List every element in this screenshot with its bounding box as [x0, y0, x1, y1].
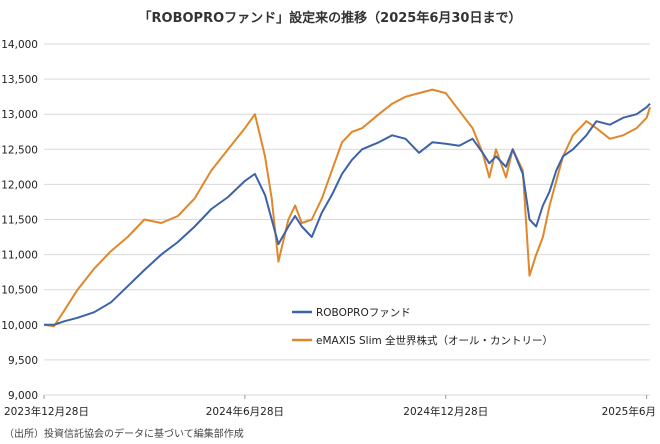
source-note: （出所）投資信託協会のデータに基づいて編集部作成 — [4, 427, 244, 440]
series-line-robopro — [44, 103, 651, 326]
y-tick-label: 9,000 — [8, 390, 38, 402]
x-tick-label: 2024年6月28日 — [206, 405, 284, 418]
y-tick-label: 9,500 — [8, 355, 38, 367]
y-tick-label: 11,500 — [1, 215, 38, 227]
x-axis: 2023年12月28日 2024年6月28日 2024年12月28日 2025年6月 — [4, 395, 656, 418]
y-tick-label: 14,000 — [1, 39, 38, 51]
legend: ROBOPROファンド eMAXIS Slim 全世界株式（オール・カントリー） — [292, 307, 553, 347]
legend-label-emaxis: eMAXIS Slim 全世界株式（オール・カントリー） — [316, 334, 553, 347]
y-tick-label: 10,500 — [1, 285, 38, 297]
x-tick-label: 2025年6月 — [602, 405, 656, 418]
y-tick-label: 12,000 — [1, 179, 38, 191]
series-line-emaxis — [43, 88, 651, 328]
chart-title: 「ROBOPROファンド」設定来の推移（2025年6月30日まで） — [139, 10, 522, 26]
y-tick-label: 12,500 — [1, 144, 38, 156]
series-lines — [43, 88, 651, 328]
y-tick-label: 11,000 — [1, 250, 38, 262]
y-axis: 9,000 9,500 10,000 10,500 11,000 11,500 12,000… — [1, 39, 38, 402]
y-tick-label: 13,000 — [1, 109, 38, 121]
x-tick-label: 2023年12月28日 — [4, 405, 89, 418]
y-tick-label: 10,000 — [1, 320, 38, 332]
legend-label-robopro: ROBOPROファンド — [316, 307, 411, 319]
y-tick-label: 13,500 — [1, 74, 38, 86]
x-tick-label: 2024年12月28日 — [403, 405, 488, 418]
